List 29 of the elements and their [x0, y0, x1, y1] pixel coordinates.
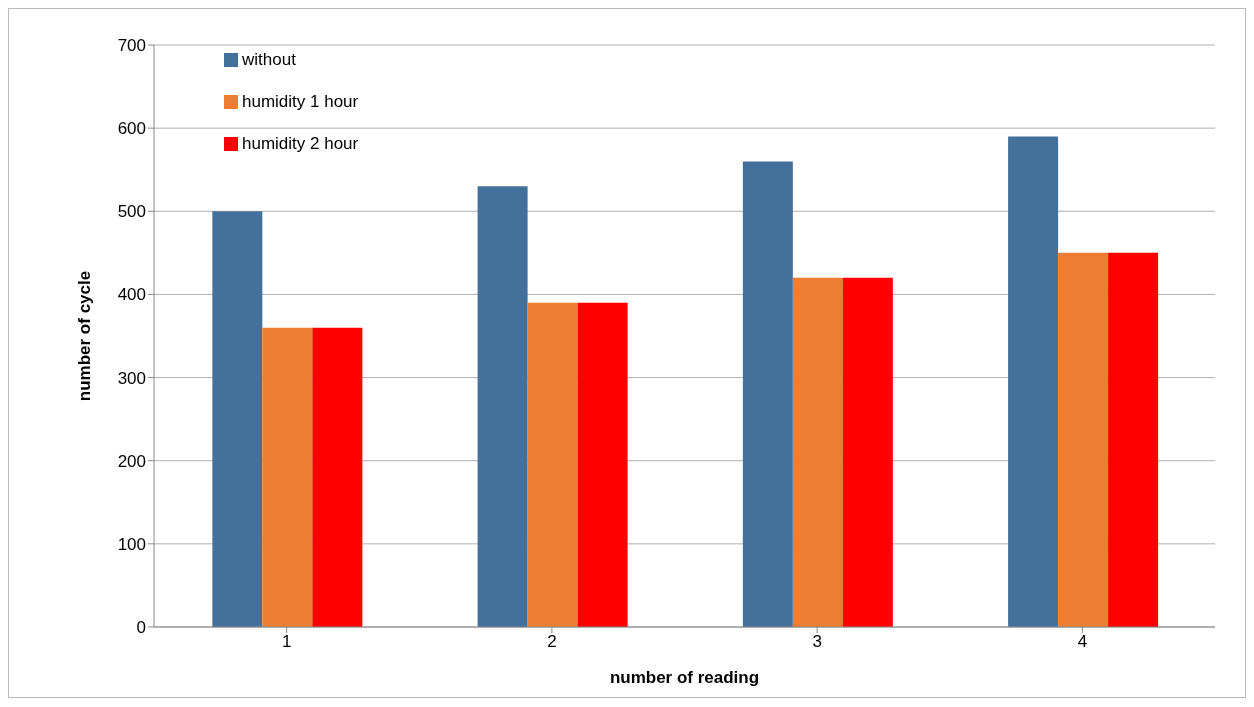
- x-tick-label: 2: [547, 632, 557, 652]
- bar: [477, 186, 528, 627]
- y-tick-label: 0: [136, 618, 146, 638]
- legend-label: humidity 1 hour: [242, 91, 359, 113]
- bar: [1008, 136, 1059, 627]
- x-axis-title: number of reading: [609, 668, 760, 687]
- bar: [842, 277, 893, 627]
- y-tick-label: 300: [117, 368, 146, 388]
- legend-label: without: [242, 49, 296, 71]
- bar: [577, 302, 628, 627]
- x-tick-label: 1: [281, 632, 292, 652]
- y-tick-label: 600: [117, 119, 146, 139]
- x-tick-label: 4: [1077, 632, 1088, 652]
- x-tick-label: 3: [812, 632, 822, 652]
- bar: [792, 277, 843, 627]
- bar: [312, 327, 363, 627]
- bar: [212, 211, 263, 627]
- bar: [262, 327, 313, 627]
- y-tick-label: 100: [117, 534, 146, 554]
- bar: [1058, 252, 1109, 627]
- bar: [1108, 252, 1159, 627]
- bar: [742, 161, 793, 627]
- bar: [527, 302, 578, 627]
- y-tick-label: 200: [117, 451, 146, 471]
- y-tick-label: 500: [117, 202, 146, 222]
- legend-label: humidity 2 hour: [242, 133, 359, 155]
- y-tick-label: 400: [117, 285, 146, 305]
- y-tick-label: 700: [117, 36, 146, 56]
- y-axis-title: number of cycle: [75, 270, 95, 402]
